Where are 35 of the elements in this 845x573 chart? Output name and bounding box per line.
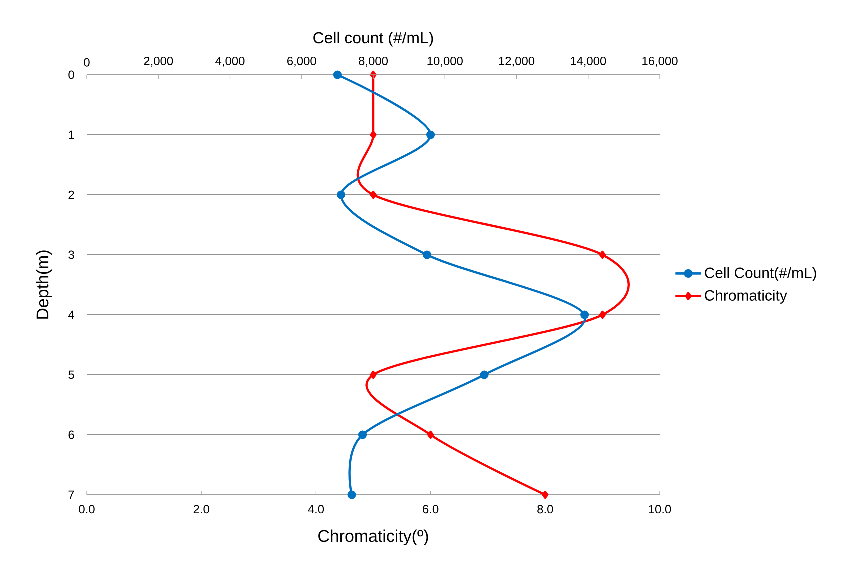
y-tick-label: 6: [68, 430, 74, 440]
x2-axis-title: Cell count (#/mL): [314, 32, 434, 47]
x2-tick-label: 16,000: [642, 56, 678, 67]
point: [370, 130, 377, 140]
x2-tick-label: 0: [84, 58, 90, 67]
x-tick-label: 0.0: [79, 505, 95, 514]
x2-tick-label: 12,000: [499, 56, 535, 67]
x-tick-label: 6.0: [423, 505, 439, 514]
y-tick-label: 2: [68, 190, 74, 200]
legend-label: Chromaticity: [705, 290, 788, 304]
point: [370, 370, 377, 380]
x-axis-title: Chromaticity(º): [318, 530, 428, 546]
legend-label: Cell Count(#/mL): [705, 267, 816, 282]
y-tick-label: 7: [68, 490, 74, 500]
point: [427, 430, 434, 440]
y-tick-label: 0: [68, 70, 74, 80]
x2-tick-label: 8,000: [359, 56, 388, 67]
y-tick-label: 1: [69, 130, 74, 140]
point: [599, 250, 606, 260]
point: [542, 490, 549, 500]
x-tick-label: 10.0: [649, 505, 672, 514]
point: [599, 310, 606, 320]
y-tick-label: 4: [68, 310, 74, 320]
x-tick-label: 8.0: [538, 505, 554, 514]
y-axis-title: Depth(m): [36, 250, 52, 319]
x2-tick-label: 14,000: [571, 56, 606, 67]
x-tick-label: 2.0: [194, 505, 210, 514]
x2-tick-label: 4,000: [216, 56, 245, 67]
x2-tick-label: 6,000: [288, 56, 316, 67]
y-tick-label: 5: [68, 370, 74, 380]
x-tick-label: 4.0: [308, 505, 324, 514]
y-tick-label: 3: [68, 250, 74, 260]
x2-tick-label: 10,000: [428, 56, 463, 67]
point: [370, 190, 377, 200]
x2-tick-label: 2,000: [144, 56, 174, 67]
